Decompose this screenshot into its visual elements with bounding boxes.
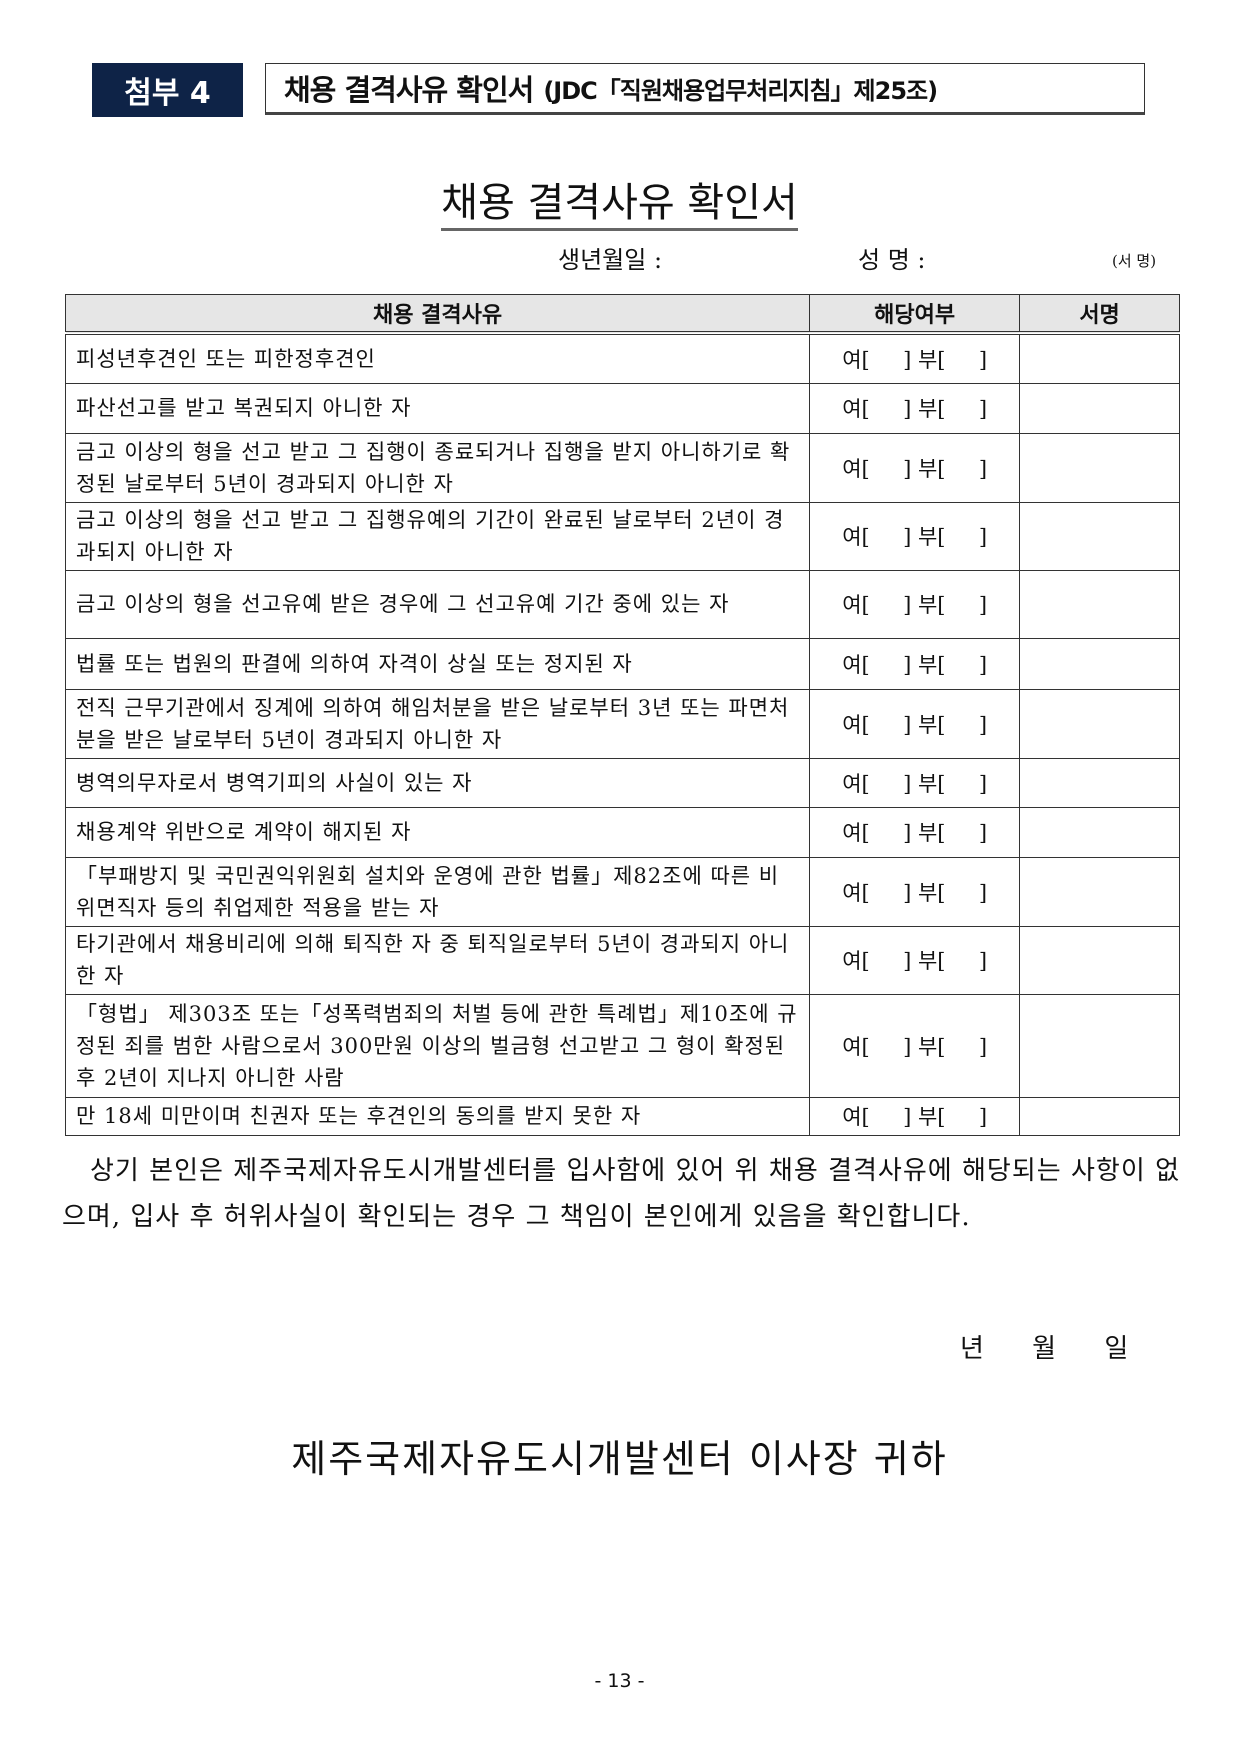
yes-no-checkbox[interactable]: 여[ ] 부[ ]: [809, 432, 1021, 503]
reason-cell: 금고 이상의 형을 선고 받고 그 집행이 종료되거나 집행을 받지 아니하기로…: [64, 432, 811, 503]
reason-cell: 병역의무자로서 병역기피의 사실이 있는 자: [64, 757, 811, 808]
signature-cell[interactable]: [1019, 806, 1180, 858]
signature-cell[interactable]: [1019, 382, 1180, 434]
signature-cell[interactable]: [1019, 993, 1180, 1098]
reason-cell: 파산선고를 받고 복권되지 아니한 자: [64, 382, 811, 434]
table-row: 타기관에서 채용비리에 의해 퇴직한 자 중 퇴직일로부터 5년이 경과되지 아…: [64, 925, 1180, 995]
yes-no-checkbox[interactable]: 여[ ] 부[ ]: [809, 332, 1021, 384]
yes-no-checkbox[interactable]: 여[ ] 부[ ]: [809, 757, 1021, 808]
attachment-badge: 첨부 4: [92, 63, 243, 117]
signature-cell[interactable]: [1019, 432, 1180, 503]
header-subtitle: (JDC「직원채용업무처리지침」제25조): [543, 76, 938, 105]
date-line: 년 월 일: [960, 1334, 1129, 1364]
addressee: 제주국제자유도시개발센터 이사장 귀하: [291, 1437, 948, 1481]
reason-cell: 타기관에서 채용비리에 의해 퇴직한 자 중 퇴직일로부터 5년이 경과되지 아…: [64, 925, 811, 995]
header-title-box: 채용 결격사유 확인서 (JDC「직원채용업무처리지침」제25조): [265, 63, 1145, 115]
header-applicable: 해당여부: [809, 294, 1021, 335]
table-row: 「형법」 제303조 또는「성폭력범죄의 처벌 등에 관한 특례법」제10조에 …: [64, 993, 1180, 1098]
reason-cell: 채용계약 위반으로 계약이 해지된 자: [64, 806, 811, 858]
page-number: - 13 -: [594, 1670, 645, 1692]
yes-no-checkbox[interactable]: 여[ ] 부[ ]: [809, 688, 1021, 759]
signature-cell[interactable]: [1019, 925, 1180, 995]
reason-cell: 피성년후견인 또는 피한정후견인: [64, 332, 811, 384]
table-row: 금고 이상의 형을 선고 받고 그 집행이 종료되거나 집행을 받지 아니하기로…: [64, 432, 1180, 503]
yes-no-checkbox[interactable]: 여[ ] 부[ ]: [809, 925, 1021, 995]
table-row: 금고 이상의 형을 선고 받고 그 집행유예의 기간이 완료된 날로부터 2년이…: [64, 501, 1180, 571]
yes-no-checkbox[interactable]: 여[ ] 부[ ]: [809, 856, 1021, 927]
table-row: 병역의무자로서 병역기피의 사실이 있는 자 여[ ] 부[ ]: [64, 757, 1180, 808]
table-header-row: 채용 결격사유 해당여부 서명: [64, 294, 1180, 335]
signature-cell[interactable]: [1019, 332, 1180, 384]
disqualification-table: 채용 결격사유 해당여부 서명 피성년후견인 또는 피한정후견인 여[ ] 부[…: [64, 294, 1180, 1136]
header-reason: 채용 결격사유: [64, 294, 811, 335]
document-title: 채용 결격사유 확인서: [441, 180, 798, 231]
header-signature: 서명: [1019, 294, 1180, 335]
confirmation-statement: 상기 본인은 제주국제자유도시개발센터를 입사함에 있어 위 채용 결격사유에 …: [62, 1156, 1180, 1232]
reason-cell: 금고 이상의 형을 선고 받고 그 집행유예의 기간이 완료된 날로부터 2년이…: [64, 501, 811, 571]
table-row: 만 18세 미만이며 친권자 또는 후견인의 동의를 받지 못한 자 여[ ] …: [64, 1096, 1180, 1136]
name-label: 성 명 :: [858, 246, 926, 274]
signature-cell[interactable]: [1019, 501, 1180, 571]
yes-no-checkbox[interactable]: 여[ ] 부[ ]: [809, 1096, 1021, 1136]
signature-cell[interactable]: [1019, 688, 1180, 759]
table-row: 법률 또는 법원의 판결에 의하여 자격이 상실 또는 정지된 자 여[ ] 부…: [64, 637, 1180, 690]
table-row: 피성년후견인 또는 피한정후견인 여[ ] 부[ ]: [64, 332, 1180, 384]
signature-cell[interactable]: [1019, 856, 1180, 927]
signature-cell[interactable]: [1019, 637, 1180, 690]
reason-cell: 「형법」 제303조 또는「성폭력범죄의 처벌 등에 관한 특례법」제10조에 …: [64, 993, 811, 1098]
sign-hint: (서 명): [1112, 252, 1157, 270]
yes-no-checkbox[interactable]: 여[ ] 부[ ]: [809, 637, 1021, 690]
birth-date-label: 생년월일 :: [558, 246, 663, 274]
reason-cell: 금고 이상의 형을 선고유예 받은 경우에 그 선고유예 기간 중에 있는 자: [64, 569, 811, 639]
table-row: 「부패방지 및 국민권익위원회 설치와 운영에 관한 법률」제82조에 따른 비…: [64, 856, 1180, 927]
yes-no-checkbox[interactable]: 여[ ] 부[ ]: [809, 569, 1021, 639]
yes-no-checkbox[interactable]: 여[ ] 부[ ]: [809, 382, 1021, 434]
signature-cell[interactable]: [1019, 757, 1180, 808]
yes-no-checkbox[interactable]: 여[ ] 부[ ]: [809, 993, 1021, 1098]
document-title-wrap: 채용 결격사유 확인서: [0, 170, 1239, 231]
reason-cell: 법률 또는 법원의 판결에 의하여 자격이 상실 또는 정지된 자: [64, 637, 811, 690]
table-row: 전직 근무기관에서 징계에 의하여 해임처분을 받은 날로부터 3년 또는 파면…: [64, 688, 1180, 759]
header-title: 채용 결격사유 확인서: [284, 73, 534, 107]
table-row: 금고 이상의 형을 선고유예 받은 경우에 그 선고유예 기간 중에 있는 자 …: [64, 569, 1180, 639]
signature-cell[interactable]: [1019, 1096, 1180, 1136]
yes-no-checkbox[interactable]: 여[ ] 부[ ]: [809, 806, 1021, 858]
table-row: 채용계약 위반으로 계약이 해지된 자 여[ ] 부[ ]: [64, 806, 1180, 858]
reason-cell: 전직 근무기관에서 징계에 의하여 해임처분을 받은 날로부터 3년 또는 파면…: [64, 688, 811, 759]
yes-no-checkbox[interactable]: 여[ ] 부[ ]: [809, 501, 1021, 571]
reason-cell: 만 18세 미만이며 친권자 또는 후견인의 동의를 받지 못한 자: [64, 1096, 811, 1136]
table-row: 파산선고를 받고 복권되지 아니한 자 여[ ] 부[ ]: [64, 382, 1180, 434]
reason-cell: 「부패방지 및 국민권익위원회 설치와 운영에 관한 법률」제82조에 따른 비…: [64, 856, 811, 927]
signature-cell[interactable]: [1019, 569, 1180, 639]
